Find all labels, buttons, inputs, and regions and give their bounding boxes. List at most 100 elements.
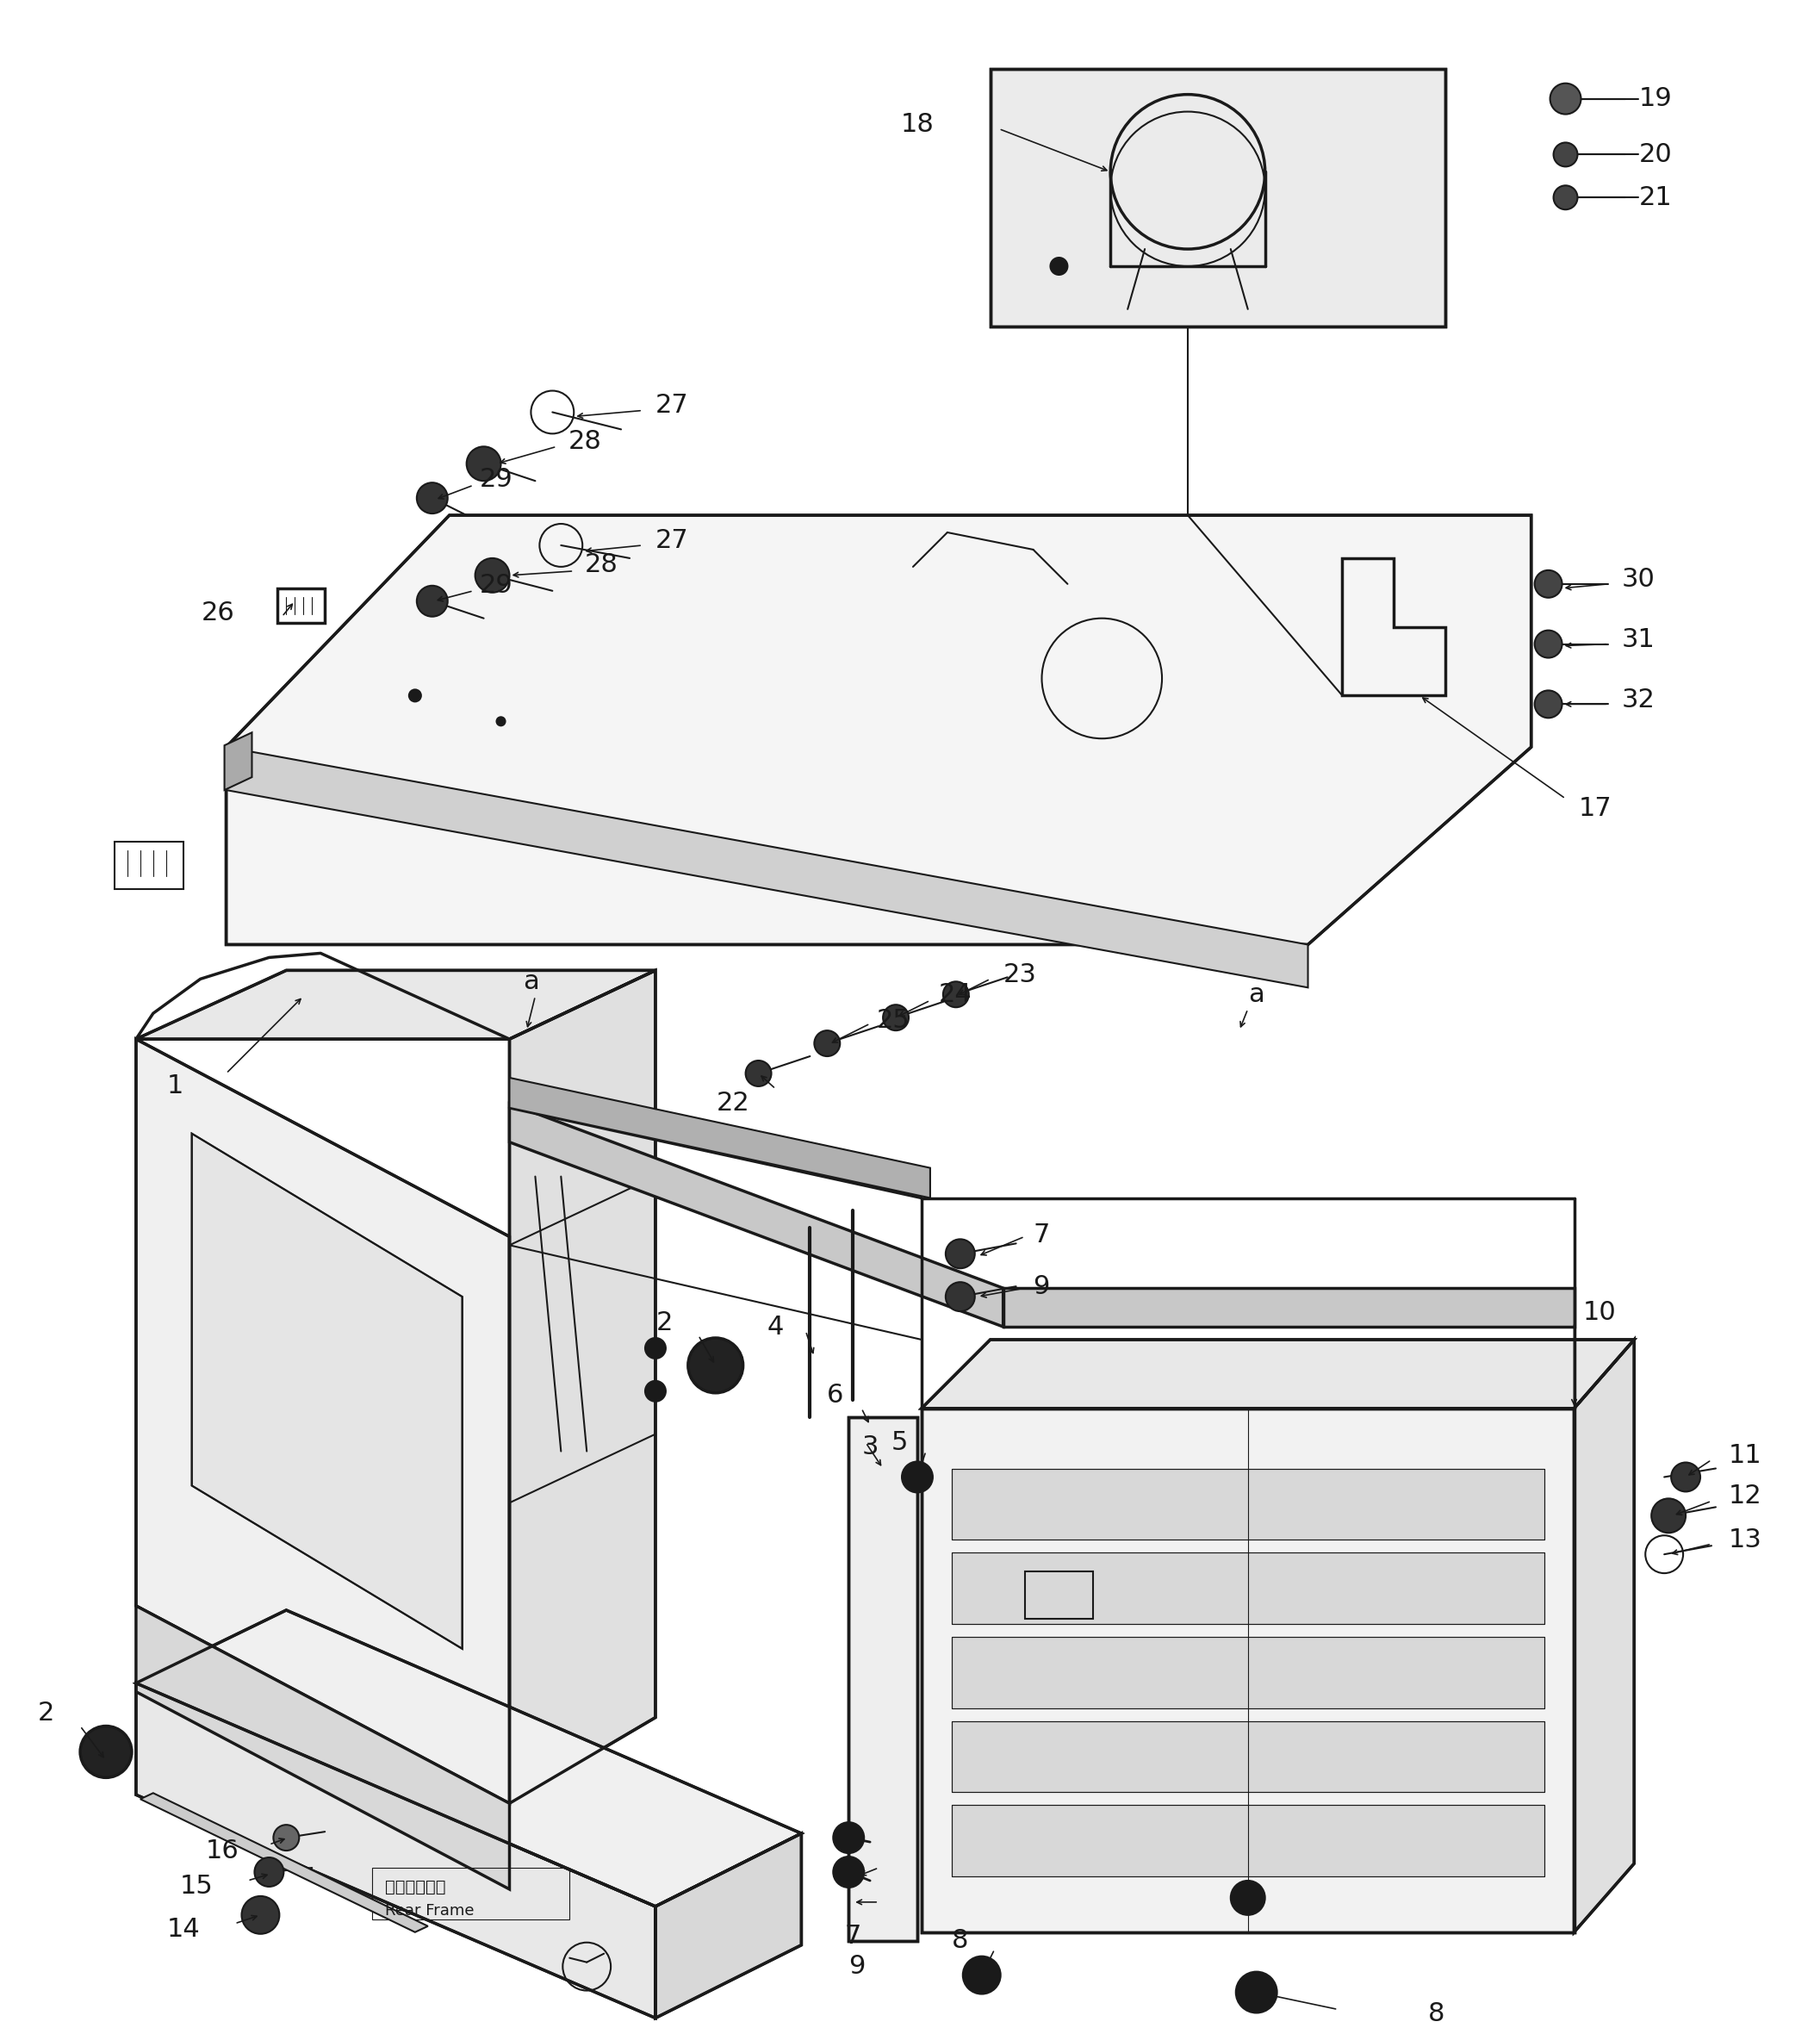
Text: 22: 22 xyxy=(717,1091,750,1115)
Circle shape xyxy=(1551,83,1582,114)
Polygon shape xyxy=(191,1134,462,1649)
Circle shape xyxy=(688,1338,743,1393)
Text: 19: 19 xyxy=(1638,87,1673,112)
Polygon shape xyxy=(136,1683,655,2018)
Bar xyxy=(115,842,184,888)
Circle shape xyxy=(834,1823,864,1854)
Circle shape xyxy=(497,718,506,726)
Text: 24: 24 xyxy=(939,982,972,1008)
Circle shape xyxy=(255,1858,284,1886)
Text: 6: 6 xyxy=(826,1383,844,1407)
Text: 12: 12 xyxy=(1729,1482,1762,1509)
Text: 23: 23 xyxy=(1003,961,1037,988)
Text: 9: 9 xyxy=(1034,1274,1050,1298)
Text: 26: 26 xyxy=(202,600,235,625)
Circle shape xyxy=(903,1462,934,1493)
Text: 21: 21 xyxy=(1638,185,1673,211)
Polygon shape xyxy=(510,1103,1003,1326)
Polygon shape xyxy=(952,1722,1543,1793)
Polygon shape xyxy=(952,1553,1543,1624)
Circle shape xyxy=(417,586,448,617)
Polygon shape xyxy=(136,969,655,1038)
Bar xyxy=(278,588,326,623)
Polygon shape xyxy=(1003,1288,1574,1326)
Bar xyxy=(371,1868,570,1918)
Text: 2: 2 xyxy=(655,1310,673,1334)
Polygon shape xyxy=(952,1637,1543,1708)
Text: 29: 29 xyxy=(479,466,513,491)
Circle shape xyxy=(834,1856,864,1888)
Text: 2: 2 xyxy=(38,1701,55,1726)
Polygon shape xyxy=(952,1805,1543,1876)
Text: 31: 31 xyxy=(1622,627,1654,653)
Text: 13: 13 xyxy=(1729,1527,1762,1551)
Polygon shape xyxy=(224,732,251,791)
Text: 16: 16 xyxy=(206,1837,238,1864)
Circle shape xyxy=(273,1825,298,1852)
Circle shape xyxy=(1050,258,1068,276)
Bar xyxy=(1025,1572,1094,1618)
Text: 9: 9 xyxy=(848,1955,864,1979)
Circle shape xyxy=(242,1896,280,1935)
Text: 25: 25 xyxy=(877,1008,910,1032)
Text: 8: 8 xyxy=(952,1929,968,1953)
Polygon shape xyxy=(655,1833,801,2018)
Text: リヤフレーム: リヤフレーム xyxy=(386,1880,446,1896)
Text: Rear Frame: Rear Frame xyxy=(386,1902,475,1918)
Circle shape xyxy=(746,1061,772,1087)
Text: 28: 28 xyxy=(584,552,619,578)
Circle shape xyxy=(466,446,501,481)
Text: 4: 4 xyxy=(766,1314,784,1338)
Text: 27: 27 xyxy=(655,529,688,554)
Text: 18: 18 xyxy=(901,112,934,138)
Text: a: a xyxy=(522,969,539,994)
Polygon shape xyxy=(990,69,1445,327)
Polygon shape xyxy=(136,1038,510,1803)
Polygon shape xyxy=(226,746,1309,988)
Circle shape xyxy=(1230,1880,1265,1914)
Circle shape xyxy=(1554,142,1578,166)
Circle shape xyxy=(475,558,510,592)
Text: 8: 8 xyxy=(1429,2002,1445,2026)
Circle shape xyxy=(1651,1499,1685,1533)
Text: 7: 7 xyxy=(1034,1223,1050,1247)
Circle shape xyxy=(644,1338,666,1359)
Polygon shape xyxy=(921,1341,1634,1407)
Text: 14: 14 xyxy=(167,1916,200,1943)
Text: 27: 27 xyxy=(655,393,688,418)
Circle shape xyxy=(417,483,448,513)
Polygon shape xyxy=(921,1407,1574,1933)
Text: 32: 32 xyxy=(1622,687,1654,712)
Text: 15: 15 xyxy=(180,1874,213,1898)
Circle shape xyxy=(946,1282,976,1312)
Circle shape xyxy=(410,690,420,702)
Text: 1: 1 xyxy=(167,1073,184,1099)
Circle shape xyxy=(1534,570,1562,598)
Polygon shape xyxy=(136,1606,510,1890)
Text: 7: 7 xyxy=(844,1925,861,1949)
Polygon shape xyxy=(226,515,1531,945)
Text: 20: 20 xyxy=(1638,142,1673,166)
Circle shape xyxy=(1554,185,1578,209)
Text: 11: 11 xyxy=(1729,1444,1762,1468)
Circle shape xyxy=(814,1030,841,1057)
Polygon shape xyxy=(136,1610,801,1906)
Circle shape xyxy=(1671,1462,1700,1493)
Text: a: a xyxy=(1249,982,1265,1008)
Circle shape xyxy=(1534,690,1562,718)
Text: 30: 30 xyxy=(1622,568,1654,592)
Text: 5: 5 xyxy=(892,1430,908,1456)
Text: 28: 28 xyxy=(568,428,601,454)
Text: 3: 3 xyxy=(861,1434,879,1460)
Circle shape xyxy=(883,1004,908,1030)
Text: 10: 10 xyxy=(1583,1300,1616,1324)
Circle shape xyxy=(1534,631,1562,657)
Polygon shape xyxy=(510,969,655,1803)
Polygon shape xyxy=(140,1793,428,1933)
Circle shape xyxy=(943,982,968,1008)
Circle shape xyxy=(644,1381,666,1401)
Text: 17: 17 xyxy=(1578,797,1613,821)
Circle shape xyxy=(80,1726,131,1779)
Circle shape xyxy=(963,1957,1001,1994)
Circle shape xyxy=(946,1239,976,1268)
